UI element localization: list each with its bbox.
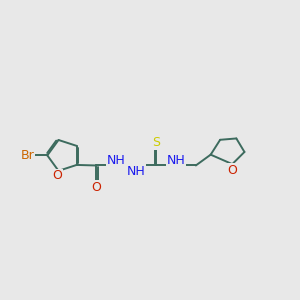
Text: S: S [152,136,160,149]
Text: O: O [91,181,101,194]
Text: NH: NH [127,165,145,178]
Text: NH: NH [167,154,186,166]
Text: O: O [52,169,62,182]
Text: Br: Br [21,149,35,162]
Text: NH: NH [107,154,126,166]
Text: O: O [227,164,237,177]
